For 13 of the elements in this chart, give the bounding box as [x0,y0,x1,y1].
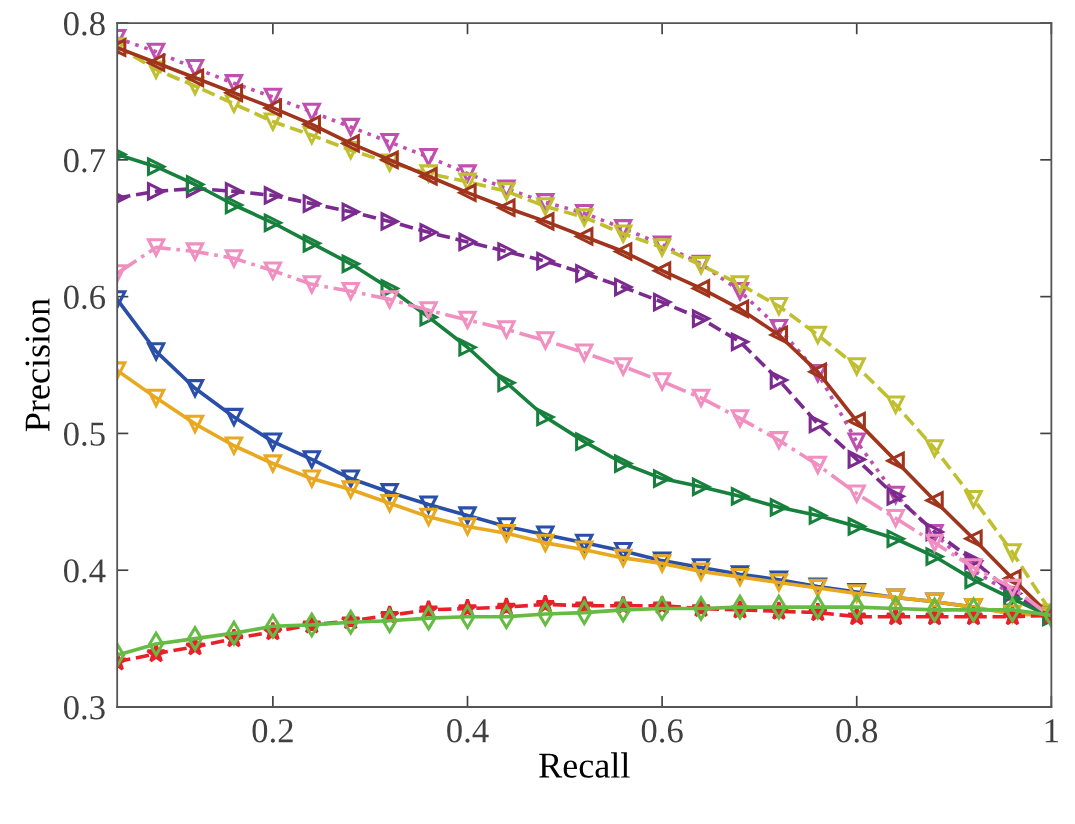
y-tick-label: 0.4 [63,559,106,583]
x-tick-label: 0.4 [447,719,489,743]
y-tick-label: 0.3 [63,695,105,720]
x-axis-title: Recall [539,752,630,778]
x-tick-label: 0.8 [836,719,878,743]
x-tick-label: 0.6 [641,719,683,743]
x-tick-label: 0.2 [252,719,293,743]
y-tick-label: 0.5 [63,422,105,446]
y-axis-title: Precision [25,298,50,432]
y-tick-label: 0.7 [63,148,106,173]
x-tick-label: 1 [1045,719,1058,743]
y-tick-label: 0.6 [63,285,106,310]
y-tick-label: 0.8 [63,12,105,36]
